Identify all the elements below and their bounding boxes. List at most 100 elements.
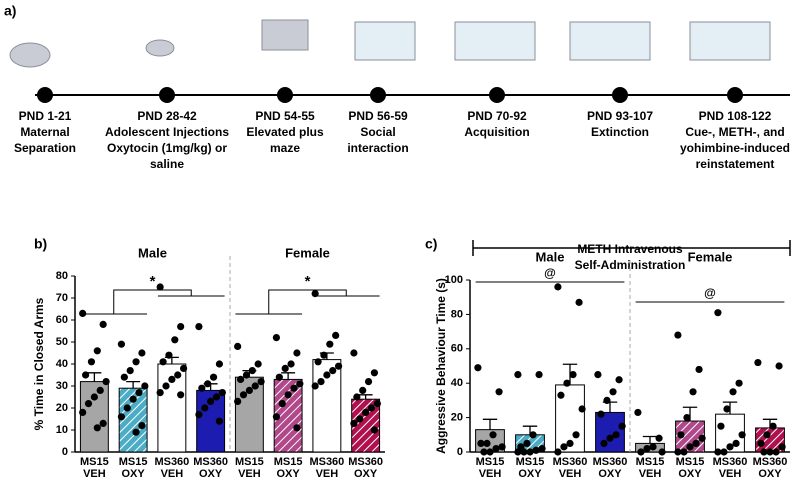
x-tick-label: MS15 xyxy=(119,456,148,468)
data-point xyxy=(272,413,281,421)
x-tick-label: MS360 xyxy=(309,456,344,468)
data-point xyxy=(329,367,337,375)
data-point xyxy=(529,431,537,439)
group-label: Female xyxy=(285,245,330,260)
data-point xyxy=(480,448,488,456)
x-tick-label: OXY xyxy=(122,468,146,480)
data-point xyxy=(492,444,500,453)
data-point xyxy=(523,439,531,447)
period-label: PND 108-122 xyxy=(699,109,772,123)
data-point xyxy=(486,448,494,456)
data-point xyxy=(174,371,182,379)
data-point xyxy=(141,382,149,390)
data-point xyxy=(245,386,253,394)
x-tick-label: OXY xyxy=(354,468,378,480)
data-point xyxy=(179,364,188,372)
data-point xyxy=(81,371,90,379)
data-point xyxy=(209,373,218,381)
data-point xyxy=(754,358,762,367)
data-point xyxy=(655,434,663,442)
x-tick-label: MS360 xyxy=(713,456,748,468)
data-point xyxy=(643,444,651,453)
x-tick-label: OXY xyxy=(758,468,782,480)
data-point xyxy=(242,371,251,379)
data-point xyxy=(156,389,164,397)
data-point xyxy=(99,419,107,427)
x-tick-label: OXY xyxy=(199,468,223,480)
error-bar xyxy=(358,394,373,400)
period-label: PND 28-42 xyxy=(137,109,197,123)
x-tick-label: MS360 xyxy=(553,456,588,468)
data-point xyxy=(566,439,574,447)
panel-label: c) xyxy=(425,236,437,252)
data-point xyxy=(554,283,562,291)
data-point xyxy=(526,448,534,456)
data-point xyxy=(90,393,98,401)
data-point xyxy=(234,342,242,350)
data-point xyxy=(609,388,617,396)
data-point xyxy=(686,443,694,451)
data-point xyxy=(597,410,605,418)
error-bar xyxy=(602,401,618,413)
event-label: reinstatement xyxy=(696,157,775,171)
data-point xyxy=(370,426,379,434)
data-point xyxy=(93,424,101,432)
error-bar xyxy=(642,435,658,444)
x-tick-label: VEH xyxy=(316,468,339,480)
event-label: interaction xyxy=(347,141,408,155)
data-point xyxy=(674,331,682,339)
data-point xyxy=(674,448,682,456)
x-tick-label: VEH xyxy=(559,468,582,480)
data-point xyxy=(138,422,146,430)
data-point xyxy=(239,391,248,399)
data-point xyxy=(215,360,224,368)
data-point xyxy=(314,358,322,366)
data-point xyxy=(520,448,528,456)
data-point xyxy=(714,448,722,456)
data-point xyxy=(201,404,209,412)
group-label: Female xyxy=(688,249,733,264)
data-point xyxy=(132,358,140,366)
data-point xyxy=(120,373,128,381)
data-point xyxy=(766,448,774,456)
data-point xyxy=(323,371,331,379)
event-label: yohimbine-induced xyxy=(680,141,790,155)
data-point xyxy=(723,405,731,413)
data-point xyxy=(135,389,143,397)
data-point xyxy=(177,391,185,399)
x-tick-label: MS15 xyxy=(636,456,665,468)
y-tick-label: 20 xyxy=(451,412,463,424)
timeline-node xyxy=(489,87,505,103)
data-point xyxy=(290,384,298,392)
data-point xyxy=(606,434,614,442)
data-point xyxy=(165,351,173,359)
data-point xyxy=(483,439,491,447)
data-point xyxy=(695,365,703,374)
significance-label: @ xyxy=(704,286,716,300)
event-label: maze xyxy=(270,141,300,155)
data-point xyxy=(717,422,725,430)
x-tick-label: MS360 xyxy=(593,456,628,468)
data-point xyxy=(367,404,376,412)
data-point xyxy=(683,414,691,422)
x-tick-label: OXY xyxy=(678,468,702,480)
data-point xyxy=(677,431,685,439)
x-tick-label: MS15 xyxy=(274,456,303,468)
data-point xyxy=(720,448,728,456)
data-point xyxy=(102,378,110,386)
timeline-node xyxy=(370,87,386,103)
event-label: Separation xyxy=(14,141,76,155)
data-point xyxy=(254,360,262,368)
data-point xyxy=(171,336,179,344)
data-point xyxy=(726,443,734,451)
group-label: Male xyxy=(138,245,167,260)
x-tick-label: OXY xyxy=(598,468,622,480)
y-axis-label: % Time in Closed Arms xyxy=(32,297,46,430)
data-point xyxy=(320,351,328,359)
period-label: PND 93-107 xyxy=(587,109,653,123)
data-point xyxy=(212,393,221,401)
y-axis-label: Aggressive Behaviour Time (s) xyxy=(434,278,448,454)
data-point xyxy=(272,334,281,342)
y-tick-label: 20 xyxy=(56,402,68,414)
data-point xyxy=(132,428,140,436)
